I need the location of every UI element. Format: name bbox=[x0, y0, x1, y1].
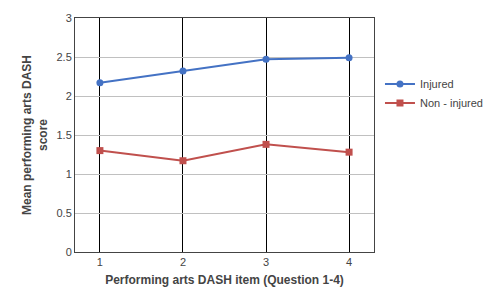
svg-text:Injured: Injured bbox=[420, 78, 454, 90]
svg-text:1: 1 bbox=[66, 168, 72, 180]
svg-text:2: 2 bbox=[66, 90, 72, 102]
svg-text:2.5: 2.5 bbox=[57, 51, 72, 63]
svg-text:Mean performing arts DASHscore: Mean performing arts DASHscore bbox=[20, 55, 50, 215]
svg-text:1: 1 bbox=[97, 256, 103, 268]
svg-text:4: 4 bbox=[346, 256, 352, 268]
svg-text:3: 3 bbox=[263, 256, 269, 268]
svg-text:0: 0 bbox=[66, 246, 72, 258]
svg-text:3: 3 bbox=[66, 12, 72, 24]
svg-text:Performing arts DASH item (Que: Performing arts DASH item (Question 1-4) bbox=[105, 273, 344, 287]
svg-text:Non - injured: Non - injured bbox=[420, 97, 483, 109]
svg-text:2: 2 bbox=[180, 256, 186, 268]
svg-text:0.5: 0.5 bbox=[57, 207, 72, 219]
svg-text:1.5: 1.5 bbox=[57, 129, 72, 141]
